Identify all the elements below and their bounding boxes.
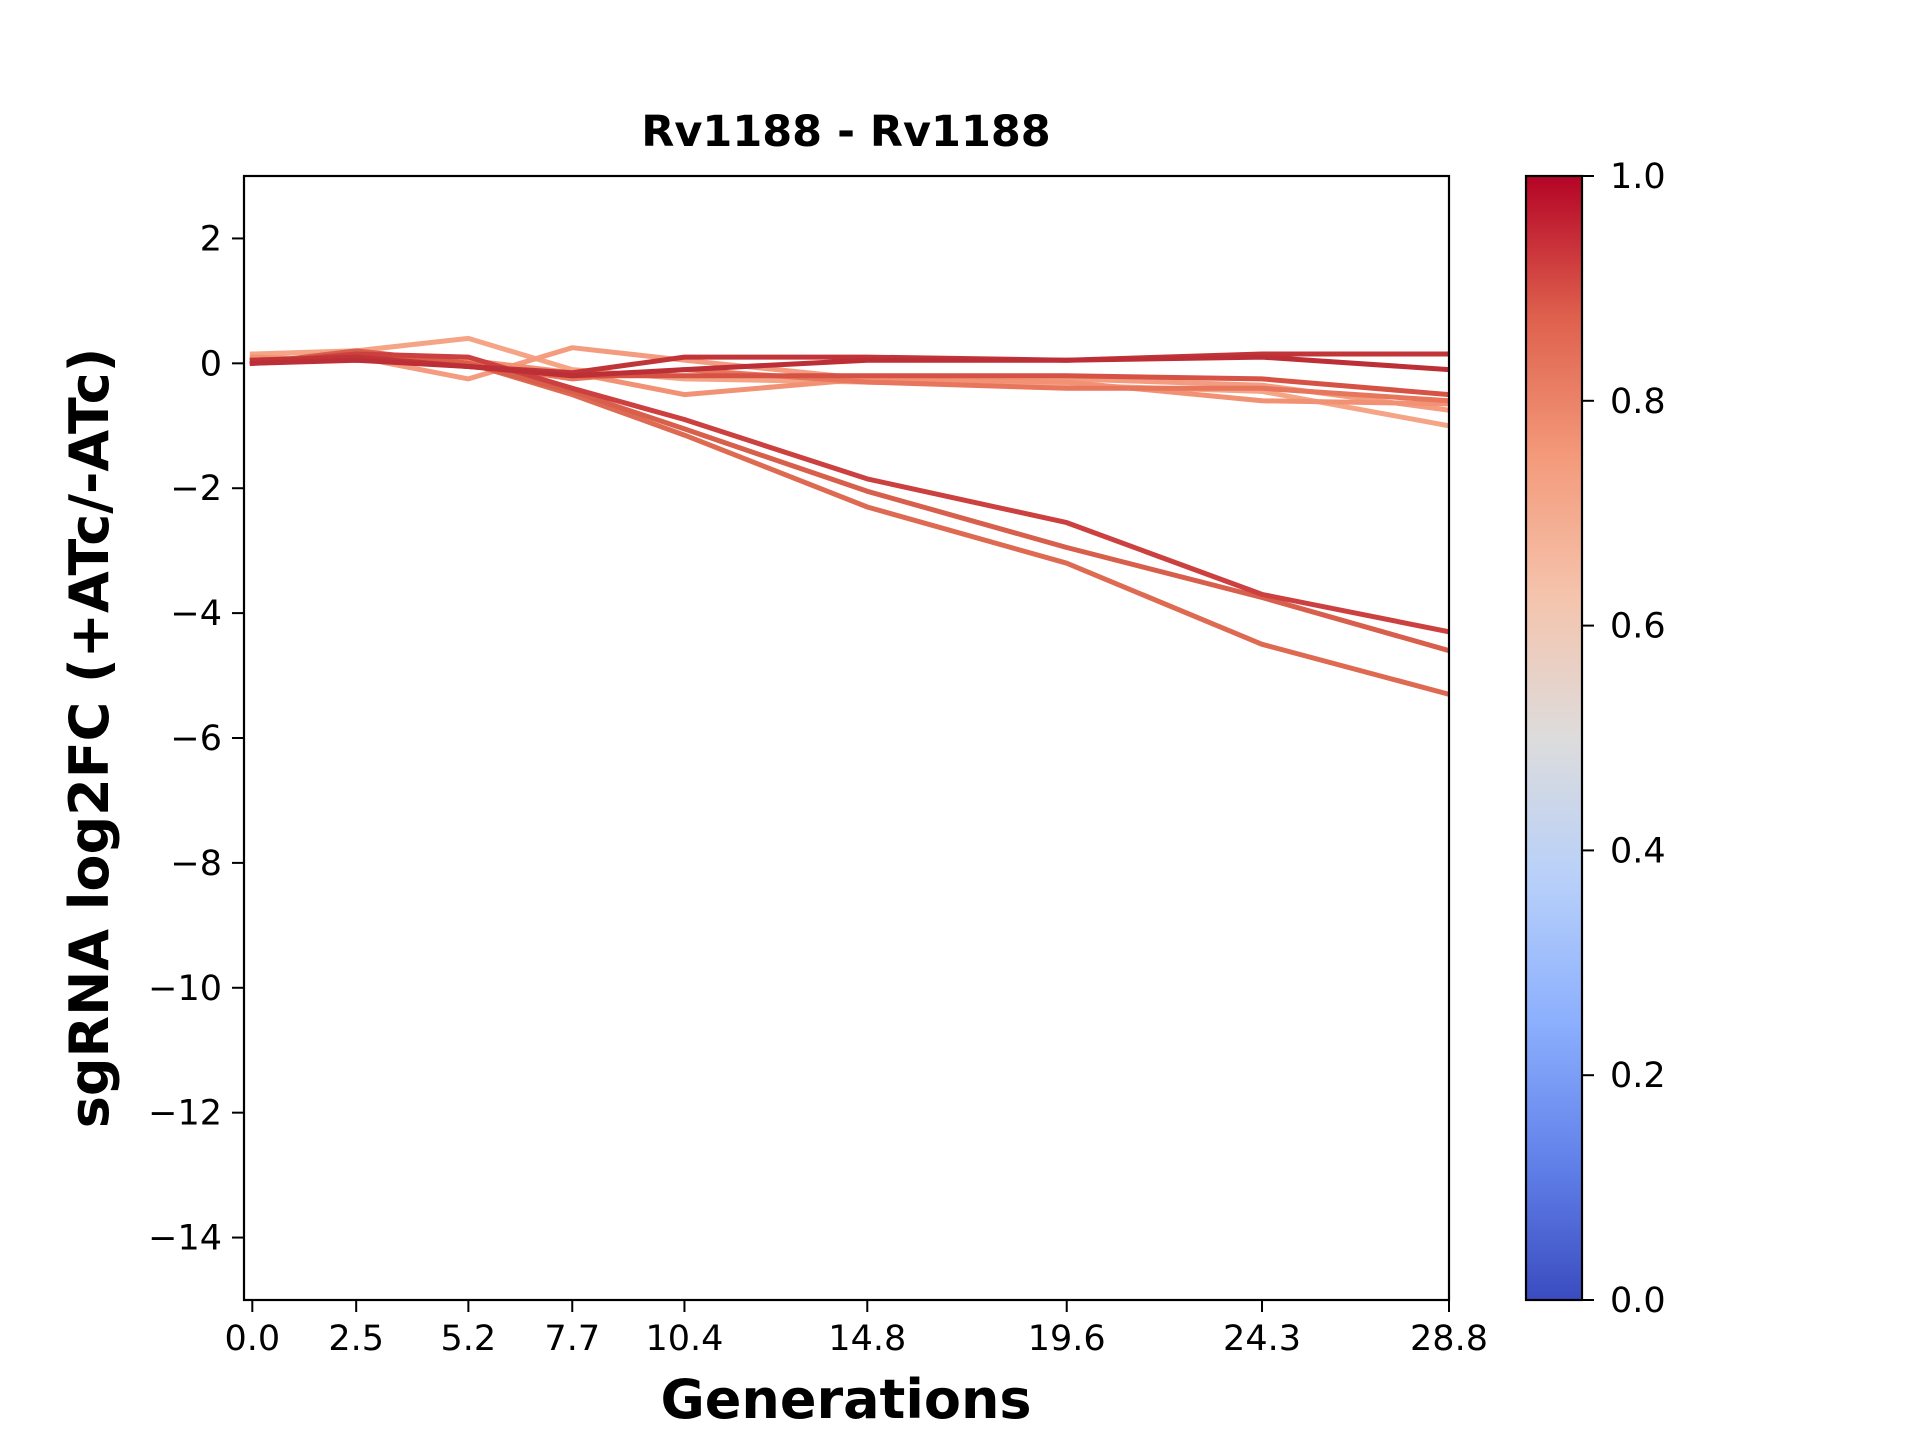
y-axis: 2 0 −2 −4 −6 −8 −10 −12 −14 <box>148 219 244 1259</box>
series-layer <box>249 335 1449 697</box>
y-tick-label: 2 <box>200 219 222 259</box>
y-tick-label: −6 <box>170 719 222 759</box>
y-tick-label: −2 <box>170 469 222 509</box>
y-tick-label: −14 <box>148 1219 222 1259</box>
colorbar: 0.0 0.2 0.4 0.6 0.8 1.0 <box>1524 157 1666 1321</box>
colorbar-tick-label: 0.4 <box>1610 831 1666 871</box>
x-tick-label: 5.2 <box>441 1319 497 1359</box>
x-tick-label: 7.7 <box>544 1319 600 1359</box>
colorbar-tick-label: 0.2 <box>1610 1056 1666 1096</box>
colorbar-tick-label: 1.0 <box>1610 157 1666 197</box>
x-tick-label: 0.0 <box>224 1319 280 1359</box>
x-tick-label: 14.8 <box>828 1319 906 1359</box>
x-axis-label: Generations <box>660 1368 1031 1431</box>
y-tick-label: 0 <box>200 344 222 384</box>
y-tick-label: −8 <box>170 844 222 884</box>
colorbar-gradient <box>1526 176 1582 1300</box>
y-axis-label: sgRNA log2FC (+ATc/-ATc) <box>58 348 121 1129</box>
x-axis: 0.0 2.5 5.2 7.7 10.4 14.8 19.6 24.3 28.8 <box>224 1300 1488 1359</box>
y-tick-label: −12 <box>148 1094 222 1134</box>
y-tick-label: −10 <box>148 969 222 1009</box>
x-tick-label: 2.5 <box>328 1319 384 1359</box>
x-tick-label: 28.8 <box>1410 1319 1488 1359</box>
x-tick-label: 19.6 <box>1028 1319 1106 1359</box>
colorbar-tick-label: 0.6 <box>1610 607 1666 647</box>
series-line-10 <box>249 354 1449 379</box>
x-tick-label: 24.3 <box>1223 1319 1301 1359</box>
colorbar-tick-label: 0.0 <box>1610 1281 1666 1321</box>
chart-title: Rv1188 - Rv1188 <box>641 107 1050 157</box>
y-tick-label: −4 <box>170 594 222 634</box>
series-line-8 <box>249 351 1449 635</box>
colorbar-tick-label: 0.8 <box>1610 382 1666 422</box>
colorbar-ticks: 0.0 0.2 0.4 0.6 0.8 1.0 <box>1582 157 1666 1321</box>
x-tick-label: 10.4 <box>645 1319 723 1359</box>
colorbar-frame <box>1524 174 1584 1302</box>
